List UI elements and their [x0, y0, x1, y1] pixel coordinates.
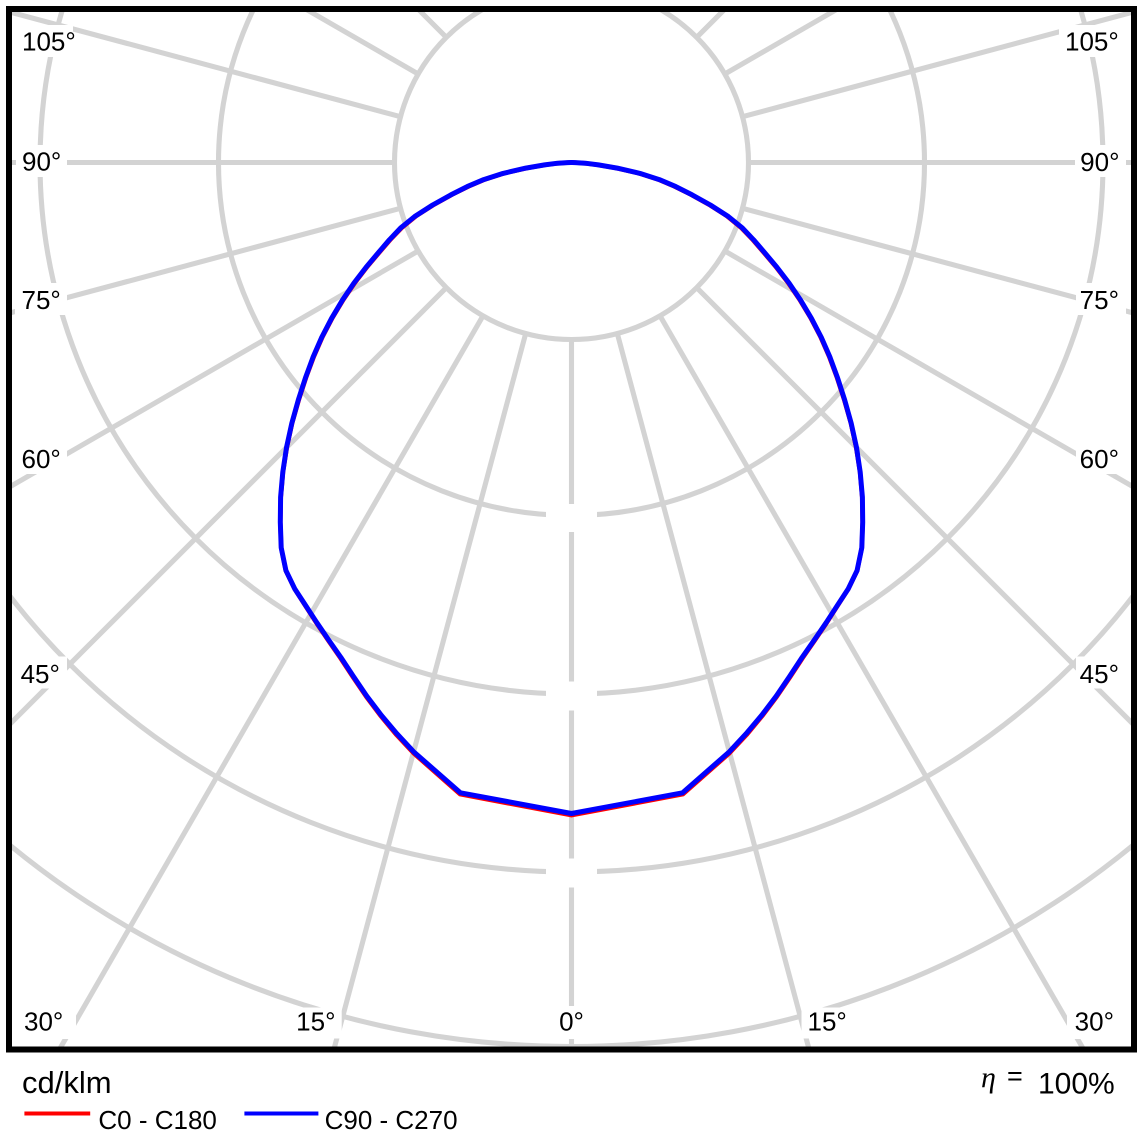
- svg-text:30°: 30°: [24, 1007, 63, 1037]
- svg-text:75°: 75°: [22, 285, 61, 315]
- svg-text:15°: 15°: [296, 1007, 335, 1037]
- svg-text:60°: 60°: [22, 444, 61, 474]
- svg-text:60°: 60°: [1080, 444, 1119, 474]
- svg-text:0°: 0°: [559, 1007, 584, 1037]
- svg-text:15°: 15°: [808, 1007, 847, 1037]
- svg-text:105°: 105°: [1065, 27, 1119, 57]
- svg-text:90°: 90°: [22, 147, 61, 177]
- svg-text:45°: 45°: [21, 659, 60, 689]
- svg-text:105°: 105°: [22, 27, 76, 57]
- svg-text:45°: 45°: [1080, 659, 1119, 689]
- svg-text:C0 - C180: C0 - C180: [98, 1105, 216, 1135]
- svg-text:75°: 75°: [1080, 285, 1119, 315]
- svg-text:cd/klm: cd/klm: [22, 1065, 112, 1100]
- svg-text:90°: 90°: [1080, 147, 1119, 177]
- svg-text:30°: 30°: [1075, 1007, 1114, 1037]
- svg-text:η=100%: η=100%: [981, 1061, 1115, 1101]
- svg-text:C90 - C270: C90 - C270: [325, 1105, 458, 1135]
